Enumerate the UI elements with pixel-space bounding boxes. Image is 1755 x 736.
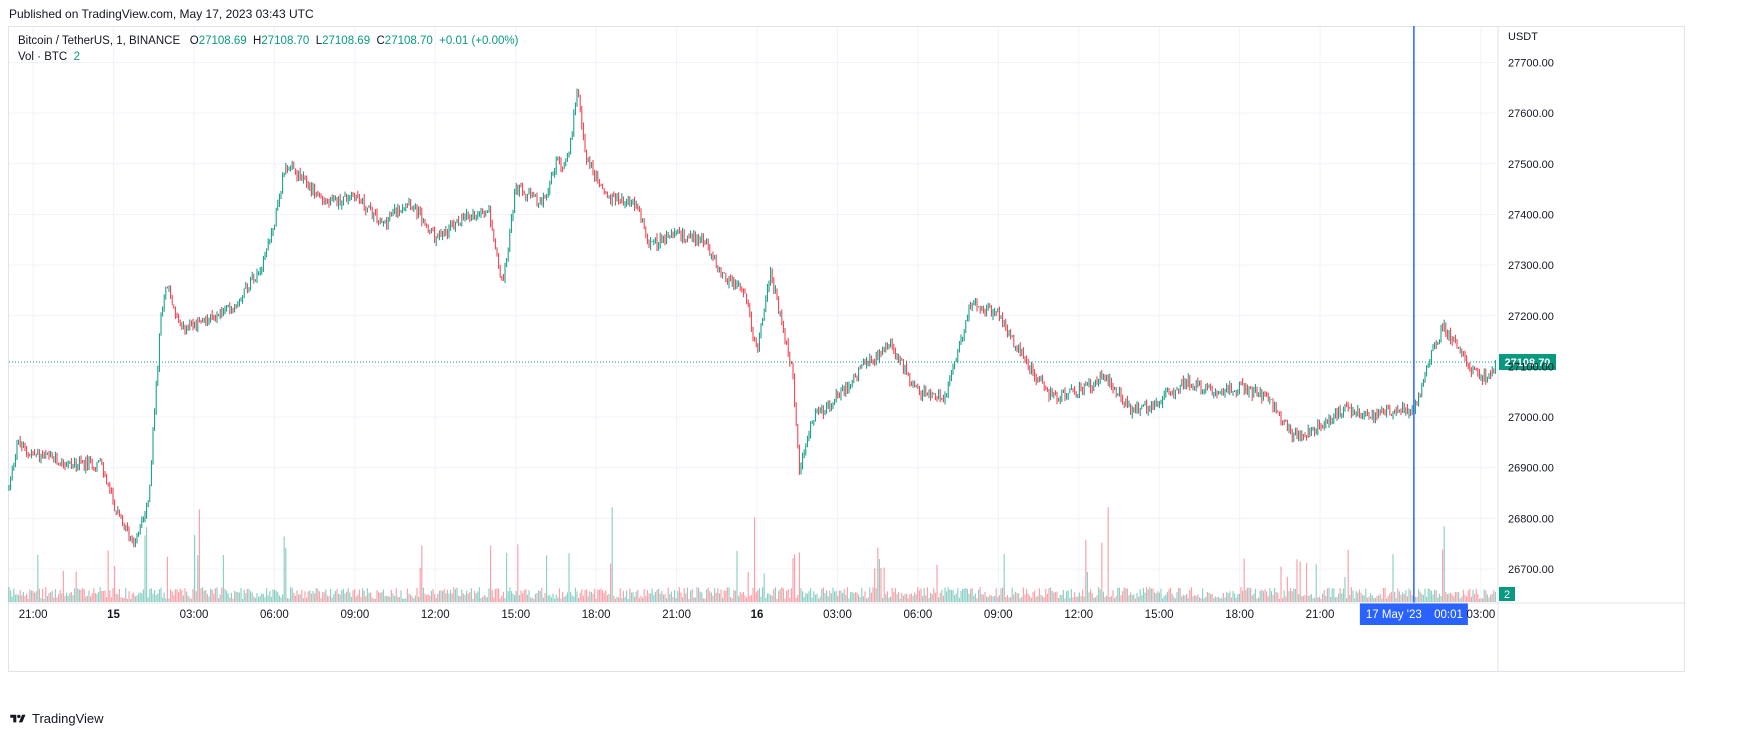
x-tick-label: 21:00 xyxy=(19,609,48,621)
y-tick-label: 26800.00 xyxy=(1508,513,1554,525)
x-tick-label: 15:00 xyxy=(1145,609,1174,621)
close-label: C xyxy=(376,35,385,47)
currency-label: USDT xyxy=(1508,31,1538,43)
x-tick-label: 03:00 xyxy=(180,609,209,621)
last-price-badge xyxy=(1499,354,1556,371)
crosshair-time-label: 00:01 xyxy=(1434,609,1463,621)
last-volume-badge xyxy=(1499,587,1515,601)
volume-value: 2 xyxy=(73,51,81,63)
x-tick-label: 15 xyxy=(107,609,120,621)
y-tick-label: 27000.00 xyxy=(1508,412,1554,424)
overlay: 27108.70 2 17 May '23 00:01 xyxy=(9,26,1556,625)
x-tick-label: 06:00 xyxy=(903,609,932,621)
x-tick-label: 12:00 xyxy=(421,609,450,621)
x-tick-label: 16 xyxy=(751,609,764,621)
close-value: 27108.70 xyxy=(384,35,433,47)
open-value: 27108.69 xyxy=(198,35,247,47)
y-tick-label: 27200.00 xyxy=(1508,311,1554,323)
x-tick-label: 18:00 xyxy=(582,609,611,621)
y-tick-label: 27300.00 xyxy=(1508,260,1554,272)
tradingview-logo-icon xyxy=(10,714,26,722)
chart-frame xyxy=(8,26,1685,672)
y-tick-label: 27400.00 xyxy=(1508,209,1554,221)
low-value: 27108.69 xyxy=(322,35,371,47)
y-tick-label: 26900.00 xyxy=(1508,463,1554,475)
x-tick-label: 21:00 xyxy=(662,609,691,621)
crosshair-date-label: 17 May '23 xyxy=(1366,609,1422,621)
x-tick-label: 03:00 xyxy=(823,609,852,621)
open-label: O xyxy=(189,35,199,47)
y-tick-label: 27500.00 xyxy=(1508,159,1554,171)
price-candles xyxy=(8,88,1496,548)
volume-label[interactable]: Vol · BTC xyxy=(18,51,68,63)
low-label: L xyxy=(315,35,323,47)
x-tick-label: 21:00 xyxy=(1306,609,1335,621)
last-volume-label: 2 xyxy=(1504,589,1510,601)
high-label: H xyxy=(253,35,262,47)
x-tick-label: 12:00 xyxy=(1064,609,1093,621)
tradingview-logo[interactable]: TradingView xyxy=(9,711,104,726)
ohlc-legend: Bitcoin / TetherUS, 1, BINANCE O27108.69… xyxy=(18,35,518,47)
y-tick-label: 26700.00 xyxy=(1508,564,1554,576)
crosshair-time-badge xyxy=(1359,603,1468,625)
x-tick-label: 18:00 xyxy=(1225,609,1254,621)
last-price-label: 27108.70 xyxy=(1505,357,1551,369)
y-tick-label: 27700.00 xyxy=(1508,57,1554,69)
volume-bars xyxy=(8,507,1497,602)
x-tick-label: 09:00 xyxy=(340,609,369,621)
x-tick-label: 15:00 xyxy=(501,609,530,621)
published-caption: Published on TradingView.com, May 17, 20… xyxy=(9,7,314,21)
symbol-title[interactable]: Bitcoin / TetherUS, 1, BINANCE xyxy=(18,35,181,47)
y-tick-label: 27600.00 xyxy=(1508,108,1554,120)
volume-legend: Vol · BTC 2 xyxy=(18,51,80,63)
tradingview-brand: TradingView xyxy=(32,711,104,726)
high-value: 27108.70 xyxy=(261,35,310,47)
y-tick-label: 27100.00 xyxy=(1508,361,1554,373)
change-value: +0.01 (+0.00%) xyxy=(439,35,519,47)
x-tick-label: 03:00 xyxy=(1467,609,1496,621)
x-tick-label: 06:00 xyxy=(260,609,289,621)
grid-lines xyxy=(9,27,1497,602)
axes: 26700.00 26800.00 26900.00 27000.00 27100.00… xyxy=(9,26,1684,671)
x-tick-label: 09:00 xyxy=(984,609,1013,621)
